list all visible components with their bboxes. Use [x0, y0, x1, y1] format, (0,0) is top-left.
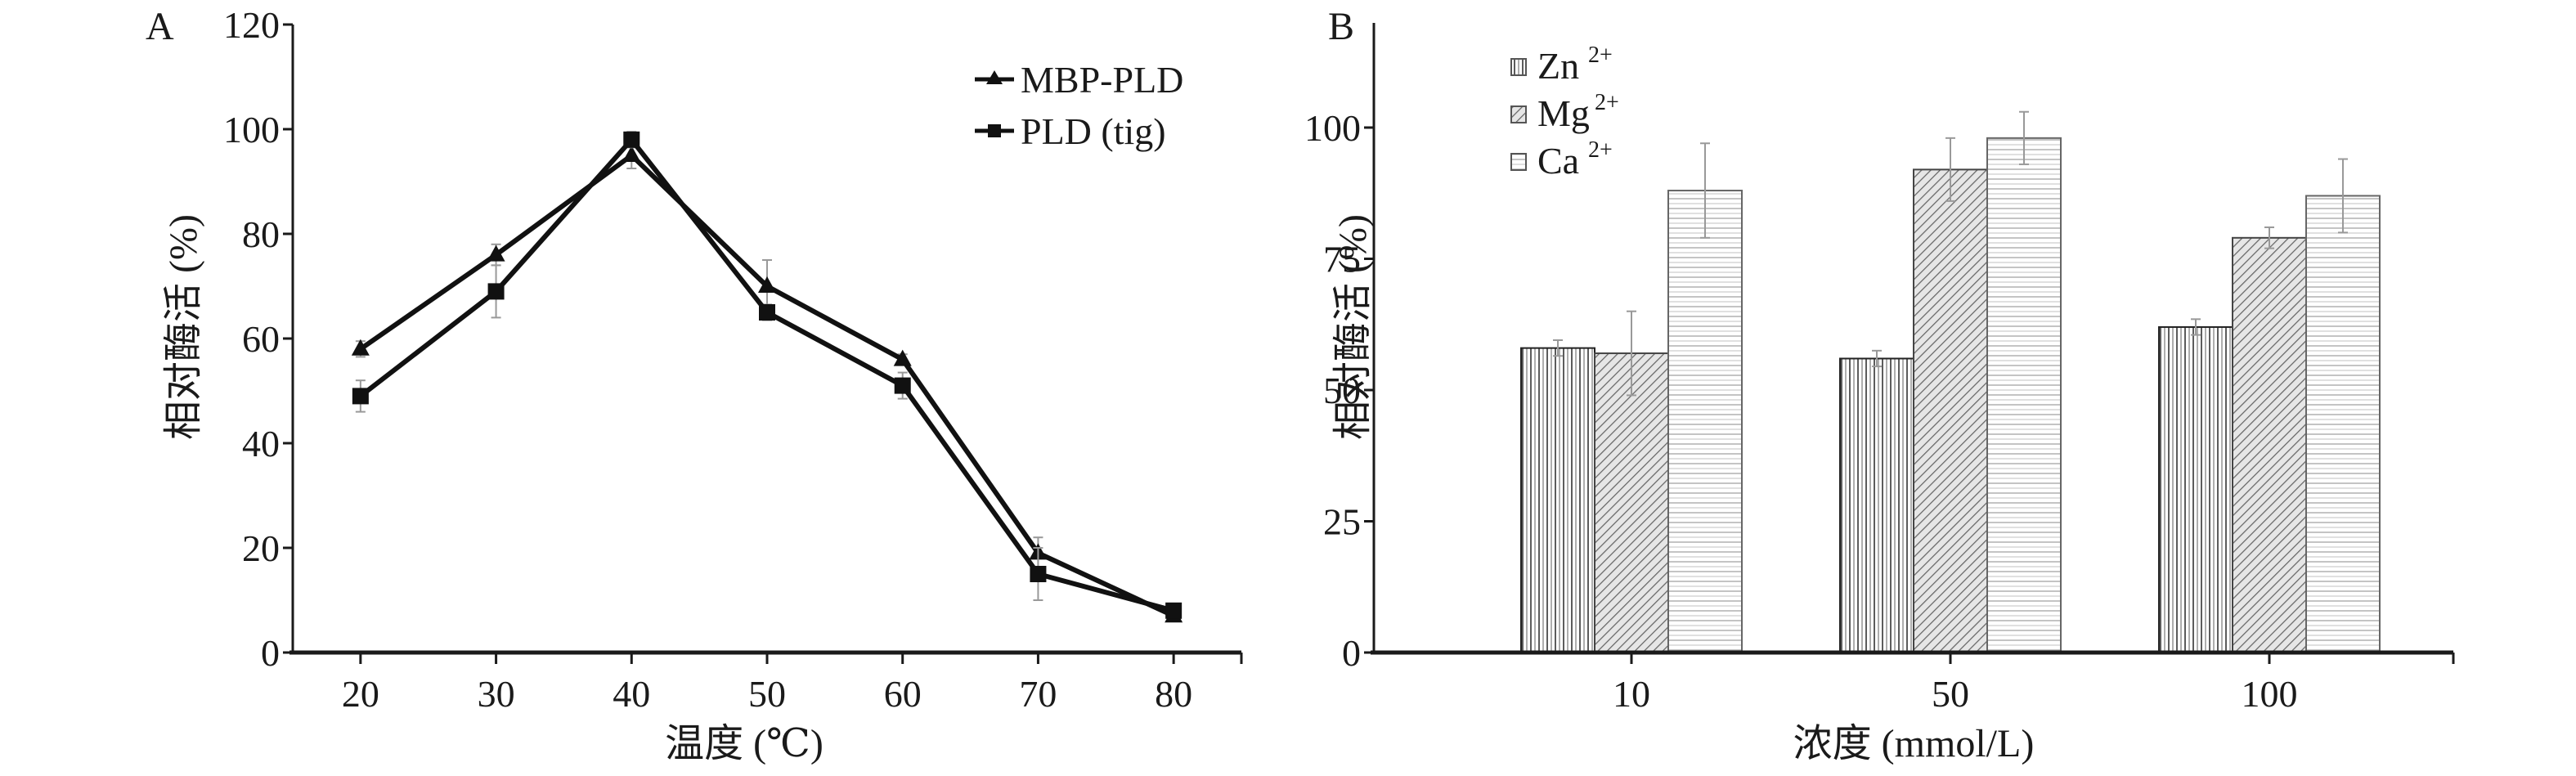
y-tick-label: 50	[1323, 370, 1361, 411]
x-tick-label: 100	[2242, 673, 2298, 715]
bar-group-10	[1520, 142, 1743, 654]
legend-item-pld-tig: PLD (tig)	[975, 110, 1166, 152]
legend-superscript: 2+	[1588, 43, 1613, 68]
legend-superscript: 2+	[1595, 90, 1619, 115]
diagonal-lines-swatch-icon	[1510, 105, 1527, 123]
y-tick-label: 20	[242, 527, 280, 569]
legend-label-mbp-pld: MBP-PLD	[1021, 59, 1183, 101]
series-pld-tig	[352, 131, 1183, 619]
x-tick-label: 50	[1932, 673, 1969, 715]
x-tick-label: 60	[884, 673, 922, 715]
square-marker	[352, 388, 369, 405]
legend-item-mg: Mg 2+	[1510, 90, 1619, 134]
bar-zn	[1520, 347, 1595, 653]
bar-group-50	[1839, 110, 2062, 654]
panel-a-y-ticks: 0 20 40 60 80 100 120	[223, 4, 293, 674]
vertical-lines-swatch-icon	[1510, 58, 1527, 76]
series-line	[359, 152, 1175, 618]
panel-b-bars	[1520, 110, 2381, 654]
legend-label: Zn	[1537, 45, 1579, 87]
legend-item-mbp-pld: MBP-PLD	[975, 59, 1183, 101]
y-tick-label: 0	[261, 632, 280, 674]
square-marker	[759, 304, 775, 321]
y-tick-label: 100	[1304, 107, 1361, 149]
triangle-marker-icon	[986, 70, 1003, 84]
bar-mg	[1913, 168, 1988, 654]
square-marker	[1165, 602, 1183, 619]
y-tick-label: 80	[242, 213, 280, 255]
triangle-marker	[622, 146, 641, 162]
bar-group-100	[2158, 158, 2381, 653]
panel-b-label: B	[1328, 5, 1354, 48]
panel-a-legend: MBP-PLD PLD (tig)	[975, 59, 1183, 152]
triangle-marker	[487, 244, 505, 262]
panel-b-y-ticks: 0 25 50 75 100	[1304, 107, 1374, 674]
series-line	[359, 136, 1174, 613]
bar-mg	[2232, 236, 2307, 653]
x-tick-label: 20	[342, 673, 379, 715]
horizontal-lines-swatch-icon	[1510, 153, 1527, 171]
panel-b-x-axis-label: 浓度 (mmol/L)	[1793, 722, 2035, 765]
square-marker	[487, 283, 505, 300]
y-tick-label: 0	[1342, 632, 1361, 674]
panel-a-y-axis-label: 相对酶活 (%)	[162, 214, 205, 440]
legend-label-pld-tig: PLD (tig)	[1021, 110, 1166, 152]
legend-superscript: 2+	[1588, 137, 1613, 163]
series-mbp-pld	[351, 141, 1183, 623]
y-tick-label: 75	[1323, 239, 1361, 280]
y-tick-label: 25	[1323, 501, 1361, 543]
panel-a-series	[351, 131, 1183, 623]
panel-a-label: A	[146, 5, 174, 48]
panel-a-x-axis-label: 温度 (℃)	[665, 722, 824, 765]
panel-a-x-ticks: 20 30 40 50 60 70 80	[342, 653, 1192, 715]
bar-ca	[2305, 195, 2381, 653]
bar-zn	[2158, 325, 2233, 653]
x-tick-label: 40	[613, 673, 650, 715]
bar-ca	[1986, 137, 2062, 653]
x-tick-label: 80	[1155, 673, 1192, 715]
x-tick-label: 50	[748, 673, 786, 715]
legend-item-ca: Ca 2+	[1510, 137, 1613, 182]
square-marker-icon	[988, 124, 1001, 137]
x-tick-label: 30	[478, 673, 515, 715]
triangle-marker	[351, 339, 370, 356]
x-tick-label: 10	[1613, 673, 1650, 715]
bar-mg	[1594, 352, 1669, 653]
square-marker	[894, 377, 911, 394]
square-marker	[1030, 566, 1047, 582]
panel-b: B 0 25 50 75 100 10 50 100 相对酶活 (%) 浓度 (mmol/L…	[1304, 5, 2455, 765]
legend-item-zn: Zn 2+	[1510, 43, 1613, 87]
triangle-marker	[893, 349, 912, 366]
panel-b-y-axis-label: 相对酶活 (%)	[1331, 214, 1375, 440]
triangle-marker	[758, 276, 776, 293]
x-tick-label: 70	[1019, 673, 1057, 715]
y-tick-label: 120	[223, 4, 280, 46]
y-tick-label: 60	[242, 318, 280, 360]
y-tick-label: 40	[242, 423, 280, 464]
legend-label: Ca	[1537, 140, 1579, 182]
panel-b-x-ticks: 10 50 100	[1613, 653, 2298, 715]
square-marker	[623, 131, 640, 148]
panel-a: A 0 20 40 60 80 100 120 20 30 40 50 60 70 80 相对酶活 (%…	[146, 4, 1243, 765]
bar-zn	[1839, 357, 1914, 653]
panel-b-legend: Zn 2+Mg 2+Ca 2+	[1510, 43, 1619, 182]
legend-label: Mg	[1537, 92, 1590, 134]
y-tick-label: 100	[223, 109, 280, 150]
bar-ca	[1667, 190, 1743, 654]
